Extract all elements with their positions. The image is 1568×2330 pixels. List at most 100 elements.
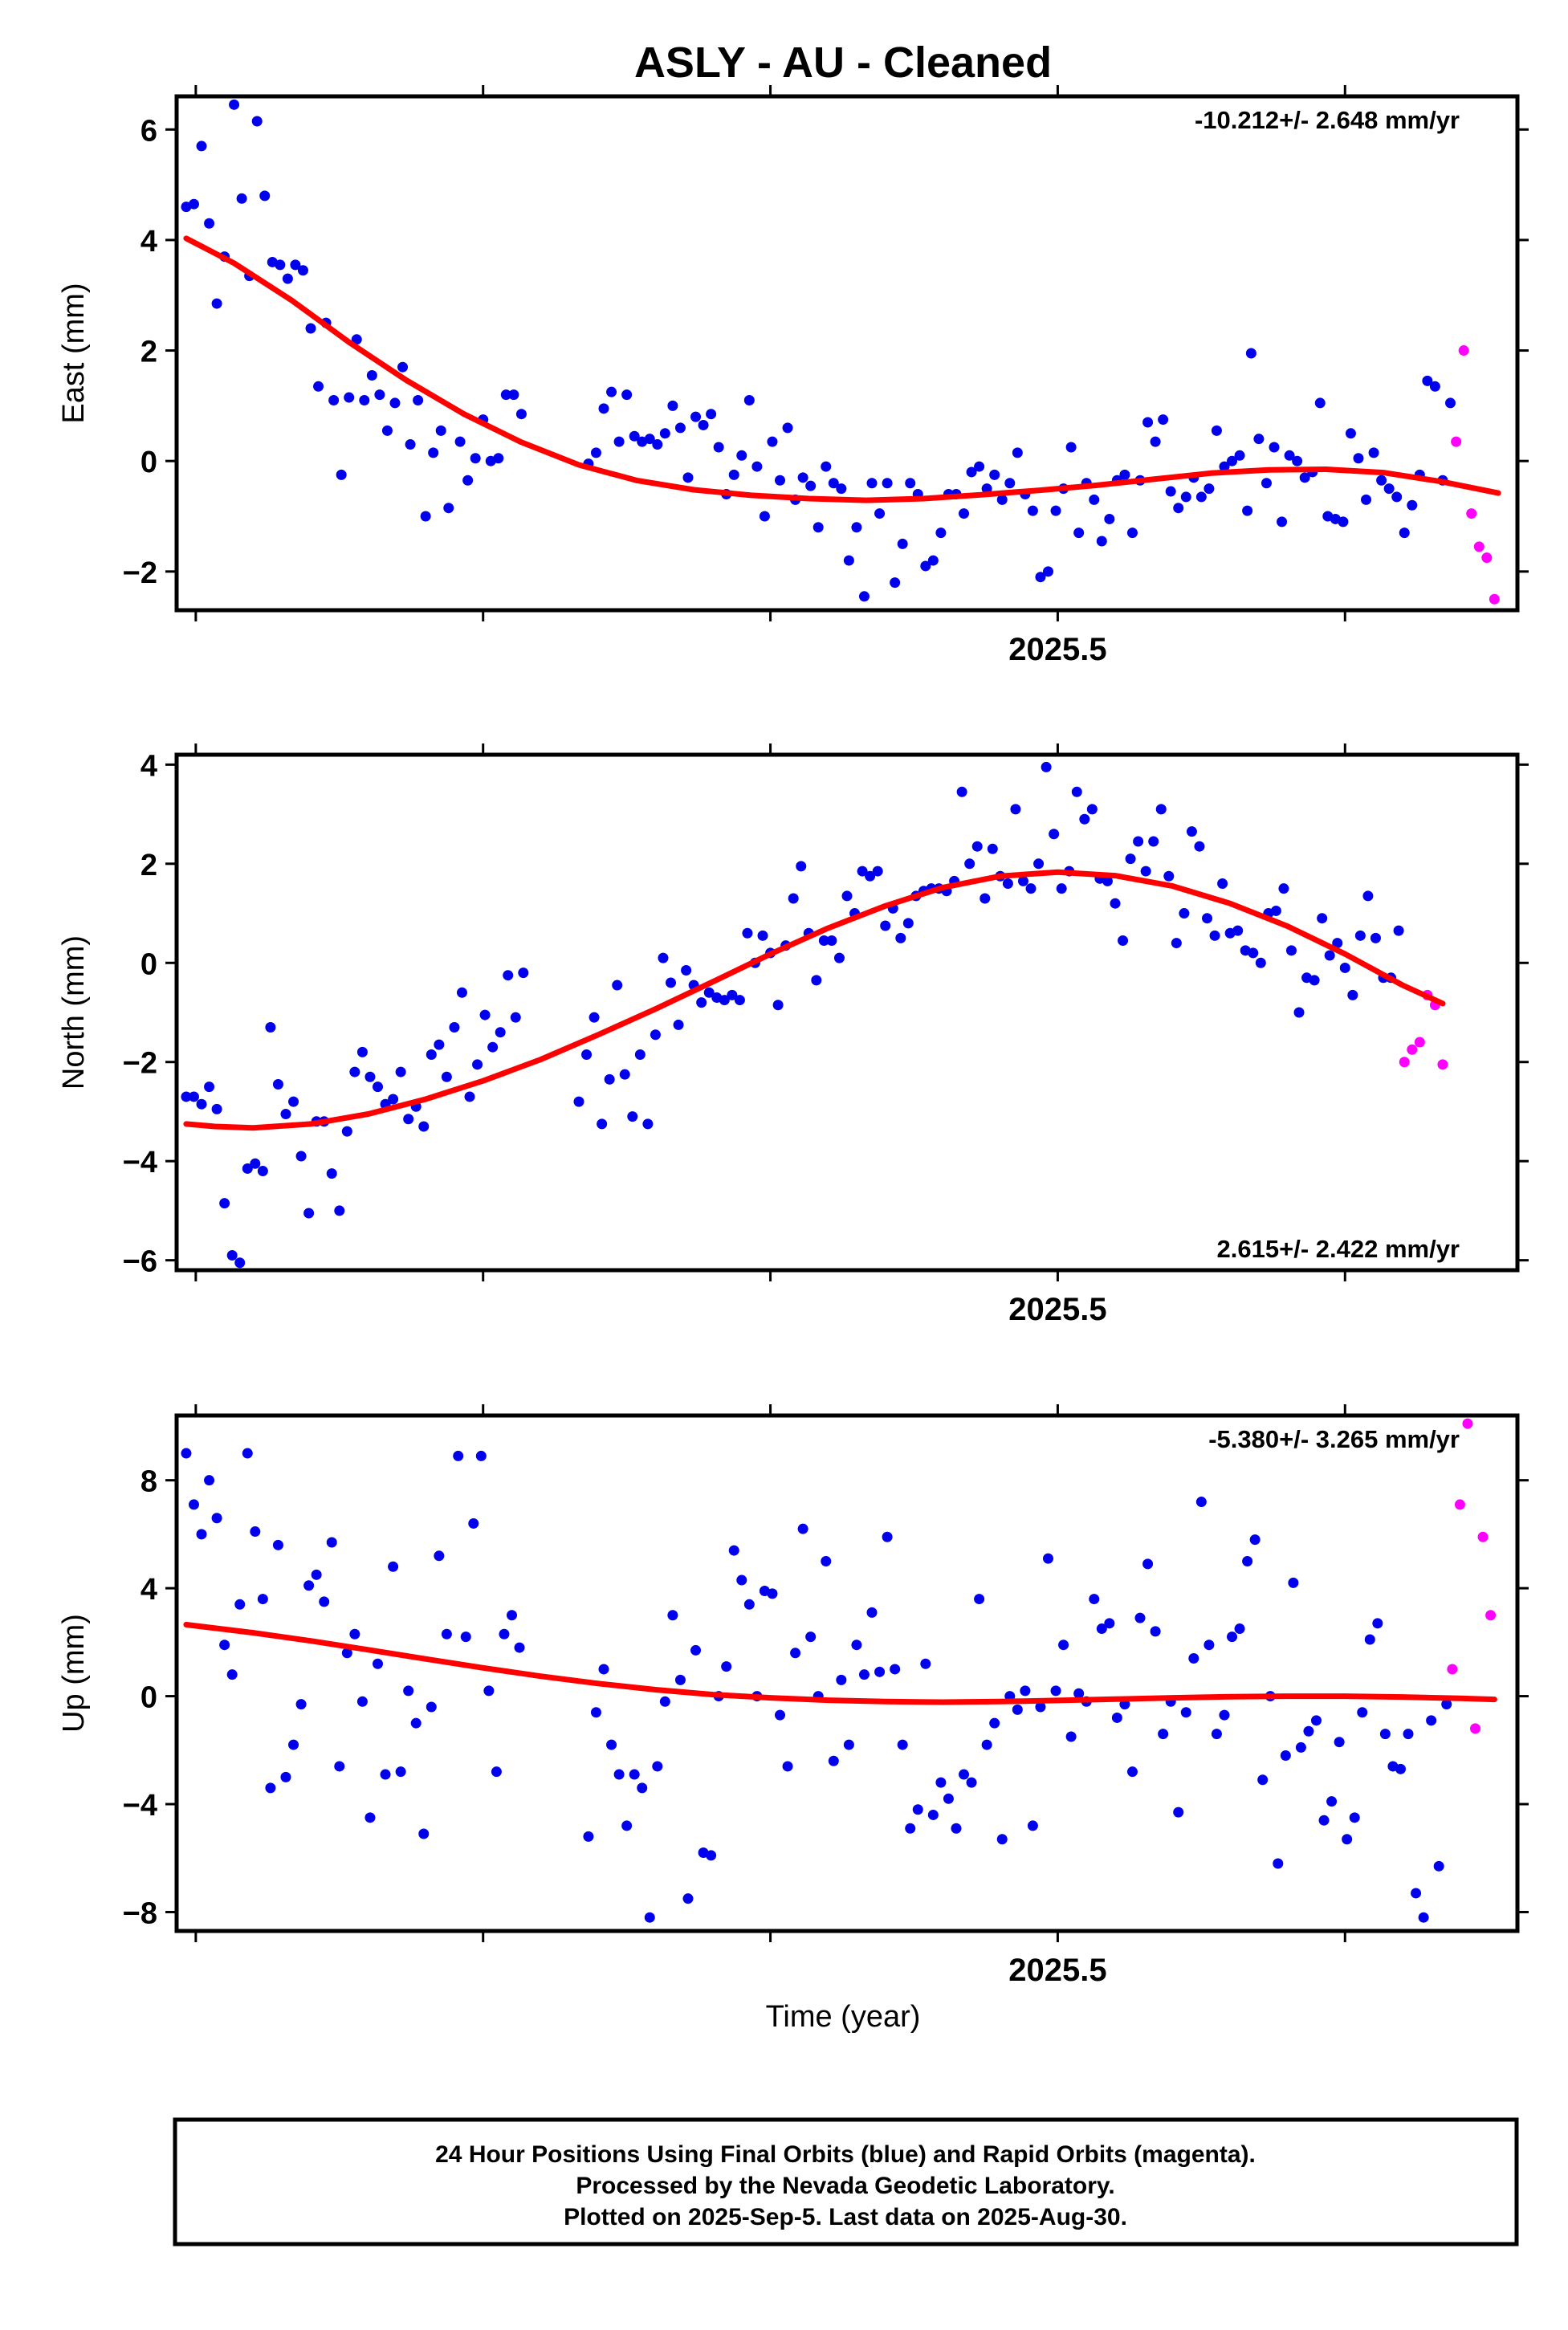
final-orbit-point xyxy=(742,927,753,939)
final-orbit-point xyxy=(920,560,931,572)
final-orbit-point xyxy=(1049,829,1060,840)
final-orbit-point xyxy=(1339,962,1350,973)
plot-frame xyxy=(174,94,1520,613)
final-orbit-point xyxy=(1012,1704,1023,1715)
final-orbit-point xyxy=(303,1208,315,1219)
final-orbit-point xyxy=(1096,536,1107,547)
final-orbit-point xyxy=(902,918,914,929)
final-orbit-point xyxy=(1010,804,1021,815)
final-orbit-point xyxy=(751,461,763,472)
final-orbit-point xyxy=(959,1769,970,1780)
final-orbit-point xyxy=(334,1761,345,1772)
final-orbit-point xyxy=(650,1029,661,1041)
final-orbit-point xyxy=(1186,826,1197,837)
final-orbit-point xyxy=(974,1594,985,1605)
final-orbit-point xyxy=(1422,375,1433,386)
final-orbit-point xyxy=(211,1103,222,1114)
final-orbit-point xyxy=(1277,516,1288,528)
final-orbit-point xyxy=(204,1475,215,1486)
final-orbit-point xyxy=(1004,478,1016,489)
final-orbit-point xyxy=(341,1126,352,1137)
final-orbit-point xyxy=(674,1674,686,1685)
final-orbit-point xyxy=(1202,913,1213,924)
final-orbit-point xyxy=(634,1049,646,1060)
final-orbit-point xyxy=(1118,935,1129,946)
final-orbit-point xyxy=(479,1009,491,1020)
final-orbit-point xyxy=(826,935,837,946)
final-orbit-point xyxy=(890,1664,901,1675)
final-orbit-point xyxy=(196,1098,207,1110)
final-orbit-point xyxy=(514,1642,525,1653)
final-orbit-point xyxy=(874,508,886,519)
final-orbit-point xyxy=(828,1755,839,1766)
final-orbit-point xyxy=(250,1526,261,1538)
final-orbit-point xyxy=(621,389,633,401)
final-orbit-point xyxy=(1332,938,1343,949)
final-orbit-point xyxy=(1041,761,1052,772)
final-orbit-point xyxy=(272,1539,283,1550)
final-orbit-point xyxy=(964,858,975,870)
final-orbit-point xyxy=(966,466,977,478)
final-orbit-point xyxy=(882,478,893,489)
final-orbit-point xyxy=(682,472,694,483)
final-orbit-point xyxy=(736,450,747,461)
final-orbit-point xyxy=(1242,1556,1253,1567)
final-orbit-point xyxy=(897,538,908,549)
final-orbit-point xyxy=(590,447,601,458)
final-orbit-point xyxy=(606,386,617,397)
final-orbit-point xyxy=(843,1739,854,1750)
final-orbit-point xyxy=(503,970,514,981)
north-panel: −6 −4 −2 0 2 4 2025.5 North (mm) 2.615+/- 2.422 … xyxy=(57,743,1529,1327)
final-orbit-point xyxy=(690,411,702,422)
final-orbit-point xyxy=(1142,417,1154,428)
final-orbit-point xyxy=(989,469,1000,480)
final-orbit-point xyxy=(265,1782,276,1794)
final-orbit-point xyxy=(667,1610,678,1621)
final-orbit-point xyxy=(1102,875,1113,886)
final-orbit-point xyxy=(1173,1807,1184,1818)
final-orbit-point xyxy=(637,1782,648,1794)
final-orbit-point xyxy=(612,980,623,991)
final-orbit-point xyxy=(775,475,785,486)
y-tick-label: 8 xyxy=(141,1465,157,1499)
final-orbit-point xyxy=(356,1696,368,1707)
final-orbit-point xyxy=(736,1574,747,1586)
final-orbit-point xyxy=(1125,853,1136,865)
final-orbit-point xyxy=(1441,1699,1452,1710)
final-orbit-point xyxy=(1309,975,1320,986)
final-orbit-point xyxy=(703,987,715,998)
final-orbit-point xyxy=(1295,1741,1306,1753)
rapid-orbit-point xyxy=(1407,1044,1418,1055)
final-orbit-point xyxy=(319,1596,330,1607)
final-orbit-point xyxy=(882,1531,893,1542)
final-orbit-point xyxy=(188,1091,199,1102)
final-orbit-point xyxy=(1273,1858,1284,1869)
final-orbit-point xyxy=(767,436,778,447)
final-orbit-point xyxy=(890,577,901,589)
final-orbit-point xyxy=(1219,1709,1230,1721)
final-orbit-point xyxy=(1188,1653,1199,1664)
final-orbit-point xyxy=(381,425,393,436)
final-orbit-point xyxy=(242,1163,253,1174)
final-orbit-point xyxy=(1071,786,1082,797)
final-orbit-point xyxy=(460,1631,471,1643)
final-orbit-point xyxy=(698,419,709,430)
final-orbit-point xyxy=(1119,469,1130,480)
final-orbit-point xyxy=(775,1709,785,1721)
final-orbit-point xyxy=(413,394,424,405)
y-tick-label: −4 xyxy=(123,1146,157,1179)
final-orbit-point xyxy=(1232,925,1244,936)
final-orbit-point xyxy=(1354,930,1366,941)
final-orbit-point xyxy=(344,392,355,403)
final-orbit-point xyxy=(288,1739,299,1750)
final-orbit-point xyxy=(1195,491,1207,503)
final-orbit-point xyxy=(996,494,1008,505)
rapid-orbit-point xyxy=(1414,1037,1425,1048)
final-orbit-point xyxy=(767,1588,778,1599)
final-orbit-point xyxy=(974,461,985,472)
final-orbit-point xyxy=(1035,572,1046,583)
final-orbit-point xyxy=(483,1685,495,1697)
final-orbit-point xyxy=(589,1012,600,1023)
final-orbit-point xyxy=(275,259,286,271)
final-orbit-point xyxy=(1150,436,1161,447)
